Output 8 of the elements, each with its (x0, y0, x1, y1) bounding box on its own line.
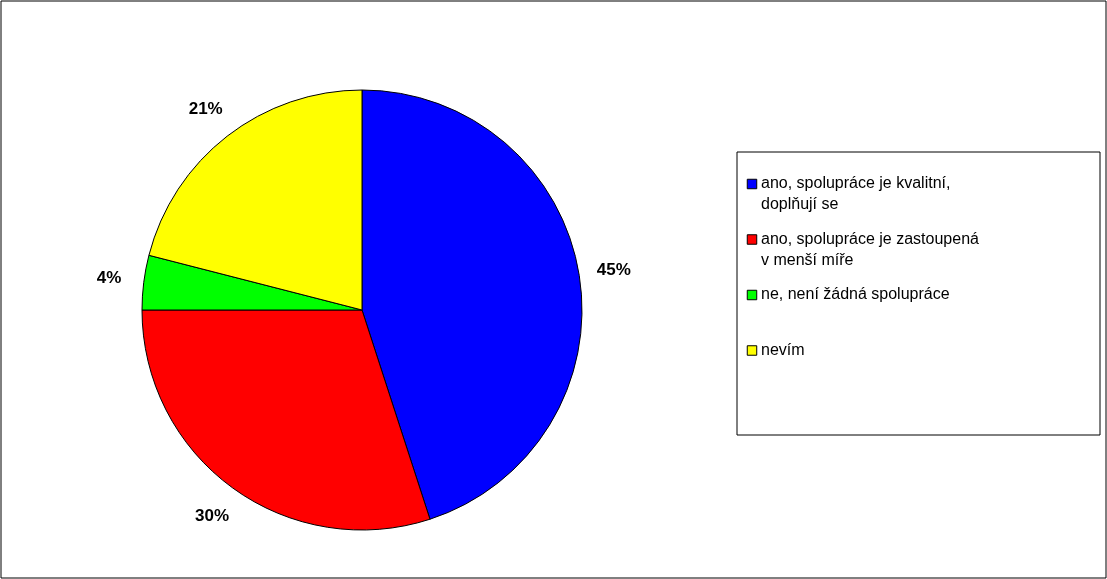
legend-label: ano, spolupráce je zastoupená v menší míře (761, 229, 980, 268)
legend-label: ano, spolupráce je kvalitní, doplňují se (761, 174, 951, 212)
data-label: 21% (188, 98, 223, 118)
data-label: 30% (195, 506, 230, 526)
legend-label: nevím (761, 340, 805, 358)
data-label: 4% (96, 268, 122, 288)
legend-label: ne, není žádná spolupráce (761, 285, 950, 302)
data-label: 45% (596, 260, 631, 280)
